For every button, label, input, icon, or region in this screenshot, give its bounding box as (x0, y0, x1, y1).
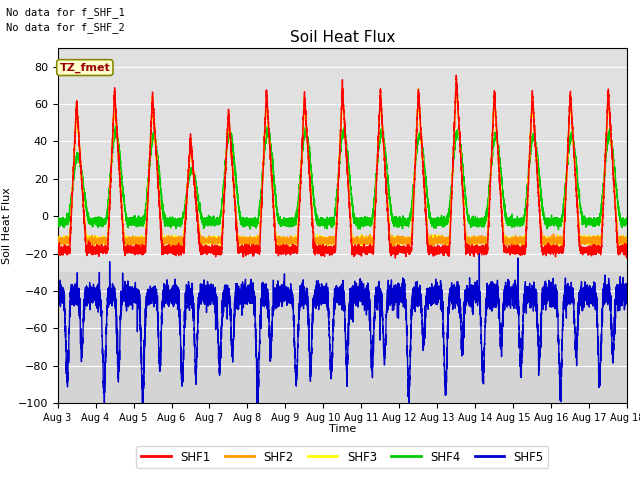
SHF1 (600, 200, 607, 205)
SHF4 (248, 217, 255, 223)
SHF2 (623, 238, 631, 244)
Text: No data for f_SHF_2: No data for f_SHF_2 (6, 22, 125, 33)
SHF5 (593, 296, 600, 301)
Title: Soil Heat Flux: Soil Heat Flux (290, 30, 395, 46)
SHF3 (486, 183, 494, 189)
SHF4 (54, 218, 61, 224)
SHF5 (600, 285, 607, 291)
SHF2 (486, 180, 494, 186)
SHF3 (248, 238, 255, 244)
Bar (58, 272, 627, 403)
Line: SHF2: SHF2 (58, 81, 627, 247)
Line: SHF5: SHF5 (58, 252, 627, 409)
SHF1 (392, 255, 399, 261)
SHF3 (158, 244, 166, 250)
SHF2 (470, 240, 478, 246)
SHF5 (54, 292, 61, 298)
SHF4 (555, 227, 563, 233)
SHF4 (486, 178, 494, 183)
Line: SHF3: SHF3 (58, 83, 627, 247)
SHF3 (470, 239, 478, 244)
SHF5 (623, 298, 631, 304)
SHF1 (54, 248, 61, 253)
SHF1 (247, 250, 255, 256)
SHF2 (247, 239, 255, 244)
SHF4 (470, 218, 478, 224)
SHF3 (323, 239, 331, 244)
Line: SHF1: SHF1 (58, 75, 627, 258)
SHF3 (593, 239, 600, 244)
SHF4 (111, 123, 119, 129)
Line: SHF4: SHF4 (58, 126, 627, 230)
SHF3 (600, 196, 607, 202)
SHF1 (486, 181, 494, 187)
SHF5 (470, 285, 478, 290)
SHF2 (54, 238, 61, 243)
SHF4 (623, 219, 631, 225)
SHF3 (54, 239, 61, 244)
SHF1 (470, 250, 478, 255)
Y-axis label: Soil Heat Flux: Soil Heat Flux (2, 187, 12, 264)
SHF5 (323, 299, 331, 304)
SHF5 (486, 294, 494, 300)
SHF1 (623, 248, 631, 253)
SHF5 (476, 249, 483, 254)
SHF3 (623, 239, 631, 245)
SHF1 (452, 72, 460, 78)
SHF1 (593, 248, 600, 254)
SHF3 (452, 80, 460, 85)
Text: No data for f_SHF_1: No data for f_SHF_1 (6, 7, 125, 18)
SHF2 (323, 238, 331, 243)
SHF5 (247, 286, 255, 291)
SHF2 (593, 240, 600, 246)
SHF1 (323, 249, 331, 255)
SHF2 (250, 244, 258, 250)
SHF2 (452, 78, 460, 84)
SHF2 (600, 193, 607, 199)
SHF4 (600, 180, 607, 186)
Legend: SHF1, SHF2, SHF3, SHF4, SHF5: SHF1, SHF2, SHF3, SHF4, SHF5 (136, 446, 548, 468)
X-axis label: Time: Time (329, 424, 356, 434)
SHF4 (593, 222, 600, 228)
SHF4 (323, 218, 331, 224)
SHF5 (253, 406, 260, 412)
Text: TZ_fmet: TZ_fmet (60, 62, 110, 72)
